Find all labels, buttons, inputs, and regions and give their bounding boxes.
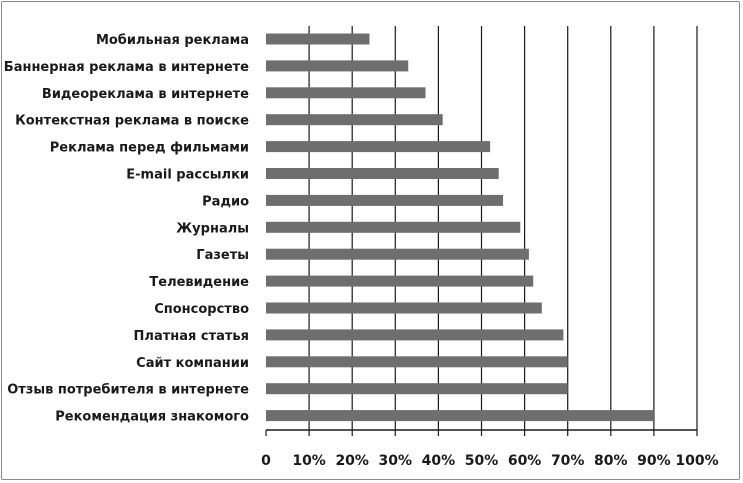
x-tick-label: 40% [422,453,456,469]
bar [266,221,521,233]
category-label: Рекомендация знакомого [55,410,249,425]
bar [266,356,568,368]
bar [266,87,426,99]
category-label: Газеты [196,248,249,263]
category-label: Реклама перед фильмами [50,141,249,156]
category-label: Радио [202,194,249,209]
category-labels: Мобильная реклама Баннерная реклама в инт… [4,33,249,425]
x-tick-label: 50% [465,453,499,469]
category-label: Спонсорство [154,302,249,317]
x-tick-label: 30% [379,453,413,469]
category-label: Отзыв потребителя в интернете [7,383,249,398]
category-label: Сайт компании [136,356,249,371]
bar [266,194,504,206]
x-tick-label: 10% [292,453,326,469]
x-tick-label: 20% [335,453,369,469]
bar [266,141,491,153]
bar [266,248,529,260]
bar [266,329,564,341]
bar [266,383,568,395]
x-tick-label: 60% [508,453,542,469]
bar [266,114,443,126]
category-label: Баннерная реклама в интернете [4,60,249,75]
category-label: Мобильная реклама [96,33,249,48]
bars [266,33,654,422]
category-label: E-mail рассылки [126,168,249,183]
category-label: Журналы [176,221,249,236]
bar [266,60,409,72]
x-tick-labels: 0 10% 20% 30% 40% 50% 60% 70% 80% 90% 100% [261,430,719,469]
bar [266,410,654,422]
bar [266,168,499,179]
bar [266,302,542,314]
x-tick-label: 70% [551,453,585,469]
bar [266,275,534,287]
x-tick-label: 80% [594,453,628,469]
category-label: Контекстная реклама в поиске [15,114,249,129]
category-label: Платная статья [134,329,249,344]
x-tick-label: 0 [261,453,271,469]
bar [266,33,370,45]
x-tick-label: 100% [675,453,718,469]
category-label: Телевидение [149,275,249,290]
x-tick-label: 90% [637,453,671,469]
category-label: Видеореклама в интернете [42,87,249,102]
